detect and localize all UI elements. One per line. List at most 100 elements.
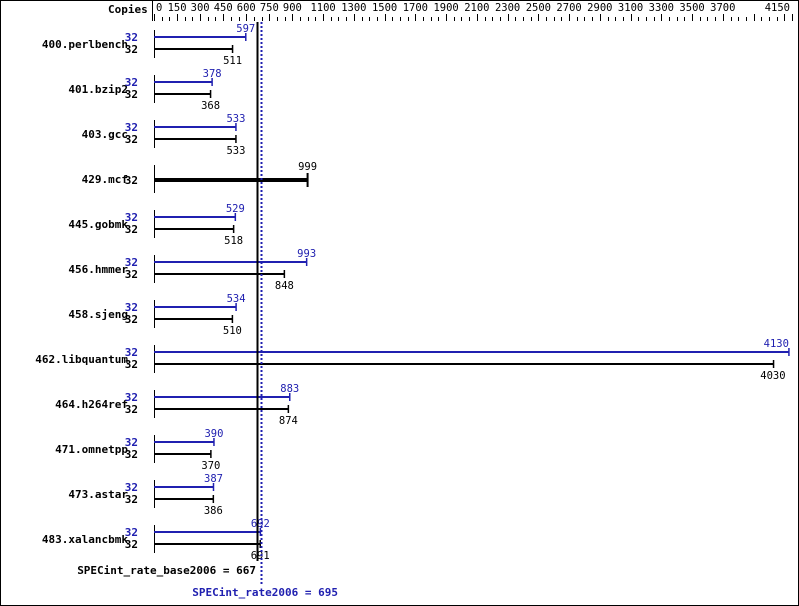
peak-copies: 32 — [125, 121, 138, 134]
peak-value-label: 4130 — [764, 338, 789, 350]
axis-tick-label: 2500 — [526, 2, 551, 14]
peak-value-label: 529 — [226, 203, 245, 215]
base-copies: 32 — [125, 43, 138, 56]
base-copies: 32 — [125, 133, 138, 146]
benchmark-label: 400.perlbench — [42, 38, 128, 51]
peak-value-label: 692 — [251, 518, 270, 530]
axis-tick-label: 750 — [260, 2, 279, 14]
benchmark-rows: 400.perlbench3232597511401.bzip232323783… — [35, 23, 790, 562]
base-summary-label: SPECint_rate_base2006 = 667 — [77, 564, 256, 577]
axis-tick-label: 150 — [168, 2, 187, 14]
peak-copies: 32 — [125, 211, 138, 224]
base-copies: 32 — [125, 88, 138, 101]
axis-tick-label: 2300 — [495, 2, 520, 14]
benchmark-label: 429.mcf — [82, 173, 128, 186]
axis-tick-label: 1700 — [403, 2, 428, 14]
peak-copies: 32 — [125, 76, 138, 89]
axis-tick-label: 0 — [156, 2, 162, 14]
benchmark-label: 403.gcc — [82, 128, 128, 141]
base-value-label: 848 — [275, 280, 294, 292]
base-copies: 32 — [125, 448, 138, 461]
axis-tick-label: 900 — [283, 2, 302, 14]
peak-copies: 32 — [125, 436, 138, 449]
base-value-label: 511 — [223, 55, 242, 67]
base-value-label: 370 — [201, 460, 220, 472]
benchmark-label: 458.sjeng — [68, 308, 128, 321]
base-value-label: 368 — [201, 100, 220, 112]
axis-tick-label: 2700 — [556, 2, 581, 14]
peak-value-label: 390 — [204, 428, 223, 440]
base-value-label: 510 — [223, 325, 242, 337]
benchmark-label: 456.hmmer — [68, 263, 128, 276]
peak-value-label: 387 — [204, 473, 223, 485]
peak-copies: 32 — [125, 526, 138, 539]
base-copies: 32 — [125, 538, 138, 551]
axis-tick-label: 3500 — [679, 2, 704, 14]
benchmark-label: 471.omnetpp — [55, 443, 128, 456]
base-value-label: 691 — [251, 550, 270, 562]
base-value-label: 386 — [204, 505, 223, 517]
base-copies: 32 — [125, 403, 138, 416]
base-copies: 32 — [125, 223, 138, 236]
benchmark-label: 483.xalancbmk — [42, 533, 128, 546]
peak-value-label: 993 — [297, 248, 316, 260]
axis-tick-label: 4150 — [765, 2, 790, 14]
peak-value-label: 378 — [203, 68, 222, 80]
benchmark-label: 462.libquantum — [35, 353, 128, 366]
peak-copies: 32 — [125, 391, 138, 404]
benchmark-label: 401.bzip2 — [68, 83, 128, 96]
base-copies: 32 — [125, 174, 138, 187]
base-copies: 32 — [125, 493, 138, 506]
base-copies: 32 — [125, 358, 138, 371]
base-copies: 32 — [125, 268, 138, 281]
base-value-label: 533 — [226, 145, 245, 157]
benchmark-label: 445.gobmk — [68, 218, 128, 231]
peak-value-label: 597 — [236, 23, 255, 35]
axis-tick-label: 3100 — [618, 2, 643, 14]
base-value-label: 518 — [224, 235, 243, 247]
peak-value-label: 533 — [226, 113, 245, 125]
peak-summary-label: SPECint_rate2006 = 695 — [192, 586, 338, 599]
axis-tick-label: 450 — [214, 2, 233, 14]
axis-tick-label: 1100 — [310, 2, 335, 14]
axis-tick-label: 300 — [191, 2, 210, 14]
peak-value-label: 883 — [280, 383, 299, 395]
copies-axis-label: Copies — [108, 3, 148, 16]
peak-copies: 32 — [125, 301, 138, 314]
axis-tick-label: 1500 — [372, 2, 397, 14]
axis-tick-label: 3700 — [710, 2, 735, 14]
benchmark-label: 473.astar — [68, 488, 128, 501]
base-copies: 32 — [125, 313, 138, 326]
base-value-label: 874 — [279, 415, 298, 427]
axis-tick-label: 2900 — [587, 2, 612, 14]
peak-value-label: 534 — [227, 293, 246, 305]
axis-tick-label: 3300 — [649, 2, 674, 14]
x-axis: 0 150 300 450 600 750 900 1100 1300 1500 1700 1900 2… — [154, 2, 793, 21]
axis-tick-label: 1900 — [433, 2, 458, 14]
benchmark-label: 464.h264ref — [55, 398, 128, 411]
base-value-label: 4030 — [760, 370, 785, 382]
axis-tick-label: 1300 — [341, 2, 366, 14]
peak-copies: 32 — [125, 346, 138, 359]
axis-tick-label: 600 — [237, 2, 256, 14]
axis-tick-label: 2100 — [464, 2, 489, 14]
peak-copies: 32 — [125, 256, 138, 269]
reference-lines — [256, 22, 263, 585]
peak-copies: 32 — [125, 481, 138, 494]
base-value-label: 999 — [298, 161, 317, 173]
peak-copies: 32 — [125, 31, 138, 44]
